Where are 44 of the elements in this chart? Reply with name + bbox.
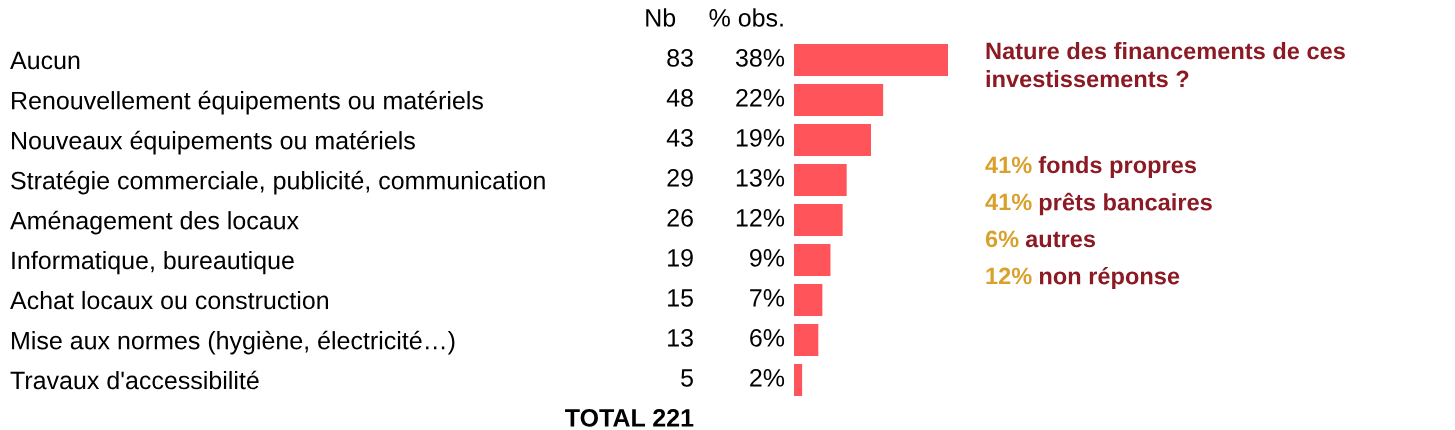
series-label: % obs. [709, 8, 783, 27]
bar [794, 124, 871, 156]
text: Nature des financements de ces investissements ? [986, 42, 1345, 88]
data-label: 38% [735, 49, 785, 67]
bar [794, 44, 948, 76]
data-label: 26 [667, 209, 693, 227]
data-label: 13 [668, 329, 693, 347]
bar [794, 324, 819, 356]
data-label: 6% [750, 329, 785, 347]
data-label: 83 [667, 49, 693, 67]
bar [794, 244, 831, 276]
bar [794, 84, 884, 116]
bar [794, 364, 803, 396]
text: 41% fonds propres [985, 156, 1197, 178]
data-label: 7% [750, 289, 785, 307]
data-label: 12% [736, 209, 785, 227]
text: 41% prêts bancaires [985, 192, 1212, 216]
y-tick-label: Nouveaux équipements ou matériels [12, 130, 415, 155]
bar [794, 204, 843, 236]
text: 12% non réponse [986, 266, 1180, 290]
bar [794, 164, 847, 196]
data-label: 15 [668, 289, 693, 307]
y-tick-label: Aménagement des locaux [10, 210, 299, 235]
data-label: 22% [736, 89, 785, 107]
data-label: 9% [750, 249, 785, 267]
data-label: 29 [667, 169, 693, 187]
text: 6% autres [985, 230, 1096, 248]
y-tick-label: Informatique, bureautique [12, 250, 294, 275]
text: Nb [646, 8, 676, 27]
data-label: 19% [736, 129, 785, 147]
data-label: 48 [666, 89, 693, 107]
y-tick-label: Stratégie commerciale, publicité, communication [11, 170, 545, 195]
y-tick-label: Mise aux normes (hygiène, électricité…) [12, 330, 455, 355]
y-tick-label: Travaux d'accessibilité [10, 370, 259, 390]
bar [794, 284, 823, 316]
data-label: 43 [666, 129, 693, 147]
data-label: 5 [681, 369, 693, 387]
data-label: 19 [668, 249, 693, 267]
data-label: 13% [736, 169, 785, 187]
y-tick-label: Renouvellement équipements ou matériels [12, 90, 483, 115]
text: TOTAL 221 [565, 409, 694, 427]
y-tick-label: Aucun [10, 51, 80, 70]
data-label: 2% [750, 369, 785, 387]
y-tick-label: Achat locaux ou construction [10, 290, 329, 310]
